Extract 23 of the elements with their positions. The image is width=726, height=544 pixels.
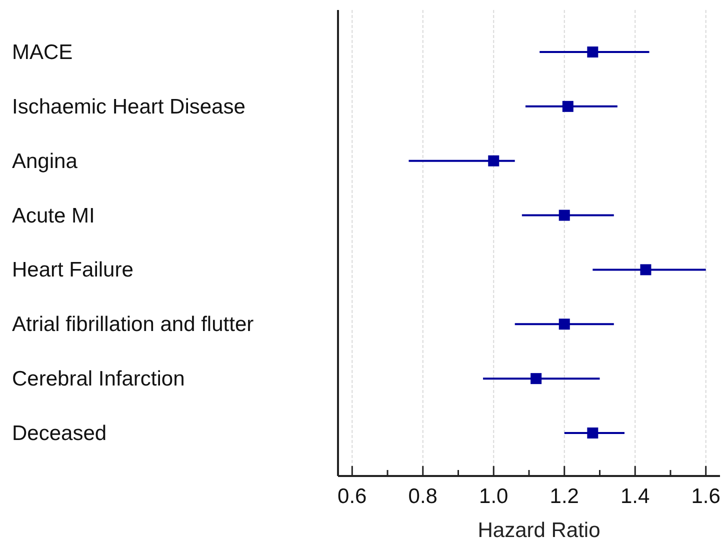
point (562, 100, 574, 112)
point (587, 428, 598, 438)
y-tick-label: Deceased (12, 422, 107, 445)
y-tick-label: Cerebral Infarction (12, 368, 185, 391)
x-tick-label: 1.6 (691, 485, 720, 508)
point (587, 46, 598, 58)
y-tick-label: Heart Failure (12, 258, 134, 282)
point (558, 318, 570, 330)
x-tick-label: 1.0 (479, 485, 508, 508)
point (640, 264, 652, 276)
y-tick-label: Ischaemic Heart Disease (12, 95, 246, 118)
point (488, 155, 500, 166)
y-tick-label: Acute MI (12, 204, 95, 228)
x-tick-label: 0.8 (408, 485, 438, 508)
x-axis-title: Hazard Ratio (478, 519, 600, 542)
y-tick-label: Angina (12, 150, 78, 173)
x-tick-label: 0.6 (338, 485, 367, 508)
x-tick-label: 1.4 (620, 485, 650, 508)
point (530, 373, 542, 384)
x-tick-label: 1.2 (550, 485, 579, 508)
point (558, 210, 570, 221)
y-tick-label: Atrial fibrillation and flutter (12, 313, 254, 336)
y-tick-label: MACE (12, 41, 73, 64)
